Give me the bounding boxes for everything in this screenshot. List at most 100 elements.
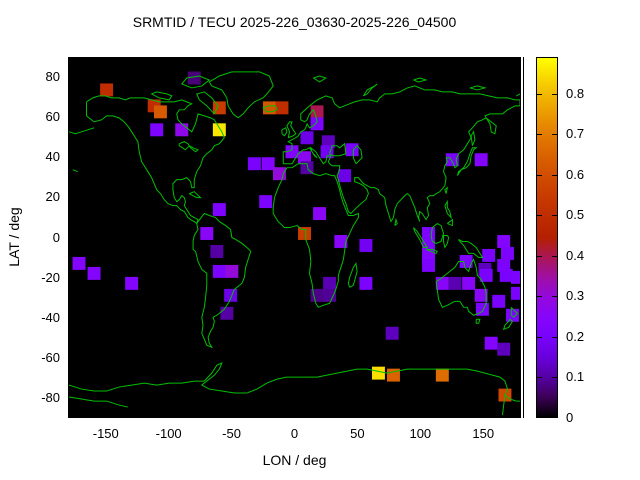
x-tick-label: 150: [472, 426, 495, 441]
y-tick-label: 20: [45, 189, 60, 205]
colorbar-tick-mark: [537, 93, 542, 95]
coastline-africa: [272, 163, 359, 308]
heatmap-cell: [448, 276, 462, 290]
x-axis-label: LON / deg: [262, 452, 327, 468]
heatmap-cell: [212, 203, 226, 217]
x-tick-label: -100: [155, 426, 182, 441]
coastline-cuba: [189, 191, 202, 199]
heatmap-cell: [435, 276, 449, 290]
heatmap-cell: [187, 71, 201, 85]
chart-title: SRMTID / TECU 2025-226_03630-2025-226_04…: [132, 14, 457, 30]
x-tick-label: -50: [222, 426, 241, 441]
y-tick-label: 40: [45, 149, 60, 165]
coastline-black-sea: [329, 142, 347, 157]
heatmap-cell: [385, 326, 399, 340]
coastline-sumatra: [412, 227, 429, 248]
heatmap-cell: [212, 123, 226, 137]
colorbar-tick-mark: [552, 134, 557, 136]
coastline-new-zealand-south: [502, 318, 514, 331]
colorbar-tick-mark: [552, 296, 557, 298]
heatmap-cell: [298, 151, 311, 165]
colorbar-tick-label: 0.7: [566, 126, 585, 142]
heatmap-cell: [212, 264, 226, 278]
coastline-sri-lanka: [394, 217, 398, 226]
heatmap-cell: [484, 336, 498, 350]
colorbar-tick-mark: [552, 417, 557, 418]
colorbar-tick-label: 0.8: [566, 85, 585, 101]
y-tick-label: 0: [52, 229, 60, 245]
coastline-sulawesi: [443, 235, 450, 249]
colorbar-tick-label: 0.1: [566, 369, 585, 385]
coastline-iceland: [262, 105, 278, 113]
colorbar: [536, 57, 558, 418]
heatmap-cell: [359, 276, 373, 290]
heatmap-cell: [210, 244, 224, 258]
heatmap-cell: [371, 366, 385, 380]
coastline-wrangel-island: [515, 93, 520, 97]
coastline-caspian-sea: [352, 144, 363, 165]
colorbar-tick-mark: [537, 417, 542, 418]
heatmap-cell: [200, 227, 214, 240]
coastline-tasmania: [475, 318, 481, 324]
heatmap-cell: [125, 276, 139, 290]
heatmap-cell: [359, 239, 373, 252]
heatmap-cell: [313, 207, 327, 221]
heatmap-cell: [492, 294, 506, 308]
y-tick-label: 80: [45, 69, 60, 85]
heatmap-cell: [338, 169, 352, 183]
colorbar-tick-mark: [537, 296, 542, 298]
y-tick-label: 60: [45, 109, 60, 125]
coastline-south-america: [192, 212, 252, 349]
coastline-ellesmere-island: [180, 75, 211, 89]
coastline-severnaya-zemlya: [413, 77, 428, 83]
heatmap-cell: [482, 248, 496, 262]
x-tick-label: 50: [350, 426, 365, 441]
heatmap-cell: [300, 131, 314, 145]
heatmap-cell: [459, 254, 473, 268]
y-tick-label: -40: [41, 309, 60, 325]
heatmap-cell: [422, 237, 436, 250]
coastline-new-zealand-north: [510, 306, 519, 318]
y-tick-label: -80: [41, 389, 60, 405]
heatmap-cell: [310, 105, 324, 119]
coastline-greenland: [208, 71, 274, 119]
colorbar-tick-mark: [537, 255, 542, 257]
heatmap-cell: [320, 145, 334, 159]
coastline-eurasia: [282, 85, 520, 223]
heatmap-cell: [175, 123, 189, 137]
colorbar-tick-mark: [552, 377, 557, 379]
heatmap-cell: [247, 157, 261, 171]
heatmap-cell: [386, 368, 400, 382]
heatmap-cell: [310, 117, 324, 131]
heatmap-cell: [298, 227, 311, 240]
colorbar-tick-mark: [552, 255, 557, 257]
heatmap-cell: [497, 258, 511, 272]
colorbar-tick-mark: [552, 215, 557, 217]
colorbar-tick-label: 0.6: [566, 166, 585, 182]
heatmap-cell: [225, 264, 239, 278]
coastline-philippines-luzon: [444, 199, 452, 220]
coastline-java: [425, 248, 438, 255]
heatmap-cell: [321, 135, 335, 149]
heatmap-cell: [272, 167, 286, 181]
coastline-madagascar: [347, 262, 358, 288]
heatmap-cell: [345, 143, 359, 157]
coastline-victoria-island: [150, 91, 173, 101]
colorbar-tick-mark: [537, 134, 542, 136]
coastline-baffin-island: [196, 91, 219, 115]
coastline-great-lakes: [178, 141, 200, 153]
heatmap-cell: [435, 368, 449, 382]
heatmap-cell: [259, 195, 273, 209]
heatmap-cell: [334, 235, 348, 248]
colorbar-tick-label: 0: [566, 410, 574, 425]
heatmap-cell: [501, 246, 514, 260]
heatmap-cell: [499, 268, 513, 282]
heatmap-cell: [275, 101, 289, 115]
y-tick-label: -20: [41, 269, 60, 285]
heatmap-cell: [479, 268, 493, 282]
colorbar-tick-mark: [552, 174, 557, 176]
colorbar-tick-label: 0.2: [566, 328, 585, 344]
world-heatmap-svg: [69, 71, 520, 416]
heatmap-cell: [150, 123, 164, 137]
